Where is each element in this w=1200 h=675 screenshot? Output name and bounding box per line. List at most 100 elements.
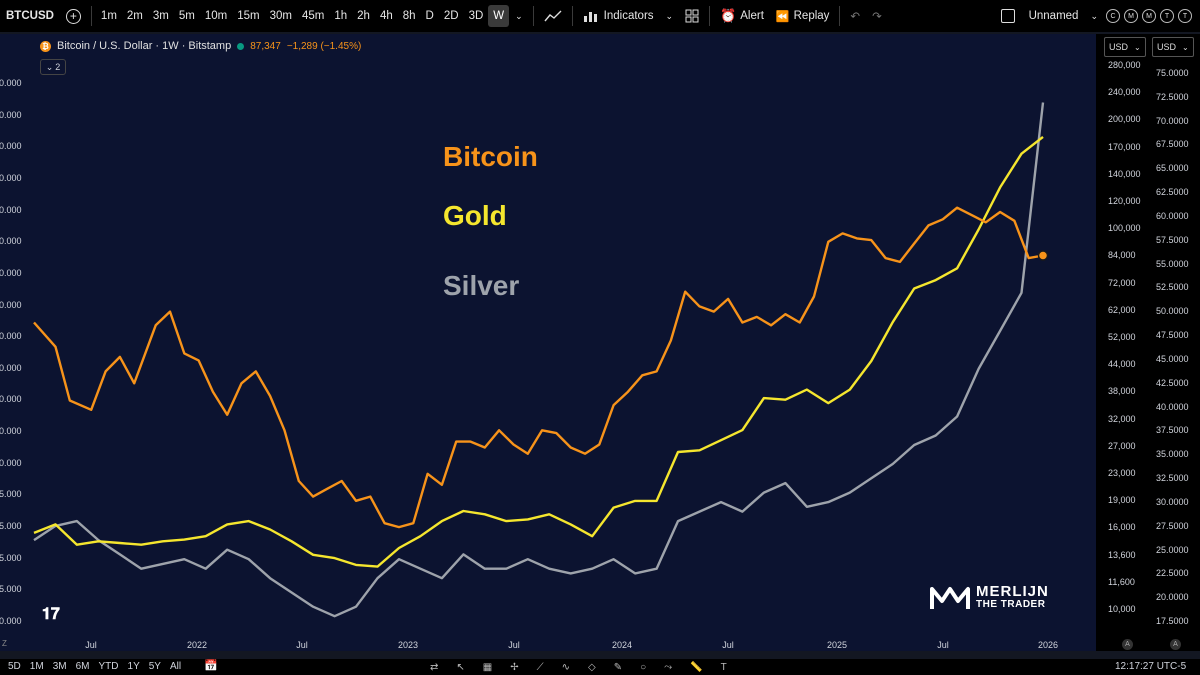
timeframe-10m[interactable]: 10m [204,10,228,22]
calendar-icon[interactable]: 📅 [204,660,218,672]
chevron-down-icon: ⌄ [1182,42,1189,52]
legend-title: Bitcoin / U.S. Dollar · 1W · Bitstamp [57,40,232,52]
indicators-button[interactable]: Indicators [577,0,660,32]
timeframe-45m[interactable]: 45m [301,10,325,22]
timeframe-w[interactable]: W [488,5,510,27]
plus-circle-icon: + [65,8,81,24]
price-axis-btc[interactable] [1096,34,1146,651]
metal-axis-tick: 75.0000 [1156,68,1189,78]
range-5y[interactable]: 5Y [148,661,161,672]
layout-button[interactable]: Unnamed [995,0,1085,32]
price-axis-metal[interactable] [1146,34,1200,651]
brush-icon[interactable]: ✎ [613,662,623,673]
curve-icon[interactable]: ∿ [561,662,571,673]
redo-button[interactable]: ↷ [866,0,888,32]
range-3m[interactable]: 3M [52,661,67,672]
layout-dropdown[interactable]: ⌄ [1084,0,1104,32]
time-axis-tick: Jul [937,640,949,650]
undo-button[interactable]: ↶ [844,0,866,32]
legend-change: −1,289 (−1.45%) [286,40,362,52]
btc-axis-tick: 38,000 [1108,386,1136,397]
redo-icon: ↷ [872,11,882,23]
time-axis-tick: 2026 [1037,640,1059,650]
left-axis-tick: 00.000 [0,299,22,310]
metal-axis-tick: 42.5000 [1156,377,1189,388]
circle-icon[interactable]: ○ [640,662,647,673]
replay-button[interactable]: ⏪ Replay [770,0,836,32]
timeframe-30m[interactable]: 30m [269,10,292,22]
scale-a-icon-2[interactable]: A [1170,639,1181,650]
timeframe-4h[interactable]: 4h [379,10,393,22]
timeframe-d[interactable]: D [425,10,434,22]
timeframe-2h[interactable]: 2h [357,10,370,22]
range-all[interactable]: All [169,661,182,672]
left-axis-tick: 00.000 [0,362,22,373]
btc-axis-tick: 240,000 [1108,87,1141,98]
timeframe-3m[interactable]: 3m [152,10,169,22]
metal-axis-tick: 47.5000 [1156,330,1189,341]
metal-axis-tick: 50.0000 [1156,306,1189,317]
account-circle-2[interactable]: M [1142,9,1156,23]
legend-price: 87,347 [250,40,281,52]
timeframe-5m[interactable]: 5m [178,10,195,22]
cursor-icon[interactable]: ↖ [456,662,465,673]
left-axis-tick: 85.000 [0,584,22,595]
currency-selector-1[interactable]: USD ⌄ [1104,37,1146,57]
path-icon[interactable]: ⤳ [664,662,673,673]
arrows-icon[interactable]: ⇄ [430,662,439,673]
symbol-search[interactable]: BTCUSD [0,0,60,32]
chart-type-button[interactable] [538,0,568,32]
chevron-down-icon: ⌄ [665,10,674,21]
timeframe-3d[interactable]: 3D [468,10,484,22]
metal-axis-tick: 52.5000 [1156,282,1189,293]
series-legend[interactable]: ₿ Bitcoin / U.S. Dollar · 1W · Bitstamp … [40,40,361,52]
ruler-icon[interactable]: 📏 [690,662,703,673]
left-axis-tick: 90.000 [0,426,22,437]
timeframe-15m[interactable]: 15m [237,10,260,22]
timeframe-1h[interactable]: 1h [334,10,348,22]
grid-tool-icon[interactable]: ▦ [482,662,493,673]
range-5d[interactable]: 5D [8,661,21,672]
symbol-label: BTCUSD [6,10,54,22]
timeframe-1m[interactable]: 1m [100,10,117,22]
btc-axis-tick: 52,000 [1108,332,1136,342]
compare-add-button[interactable]: + [60,0,87,32]
metal-axis-tick: 62.5000 [1156,187,1189,198]
timeframe-2d[interactable]: 2D [443,10,459,22]
tradingview-logo[interactable]: 𝟏𝟕 [42,606,60,624]
brand-line1: MERLIJN [976,583,1049,600]
templates-button[interactable] [679,0,705,32]
range-1y[interactable]: 1Y [127,661,140,672]
btc-axis-tick: 32,000 [1108,413,1136,424]
account-circle-1[interactable]: M [1124,9,1138,23]
timeframe-8h[interactable]: 8h [402,10,416,22]
chart-plot-area[interactable] [0,34,1096,651]
time-axis-tick: Jul [85,640,97,650]
timeframe-group: 1m 2m 3m 5m 10m 15m 30m 45m 1h 2h 4h 8h D 2D 3D W [96,5,510,27]
chevron-down-icon: ⌄ [1134,42,1141,52]
chevron-down-icon: ⌄ [45,61,54,72]
btc-axis-tick: 280,000 [1108,60,1141,70]
trend-icon[interactable]: ⟋ [536,662,544,673]
indicators-dropdown[interactable]: ⌄ [660,0,680,32]
btc-axis-tick: 84,000 [1108,250,1136,261]
scale-a-icon[interactable]: A [1122,639,1133,650]
timeframe-dropdown[interactable]: ⌄ [509,0,529,32]
range-6m[interactable]: 6M [75,661,90,672]
account-circle-0[interactable]: C [1106,9,1120,23]
node-icon[interactable]: ✢ [510,662,519,673]
btc-axis-tick: 13,600 [1108,549,1136,560]
time-axis-tick: Jul [296,640,308,650]
account-circle-4[interactable]: T [1178,9,1192,23]
alert-button[interactable]: ⏰ Alert [714,0,770,32]
account-circle-3[interactable]: T [1160,9,1174,23]
zoom-z-icon[interactable]: Z [2,639,7,648]
range-1m[interactable]: 1M [29,661,44,672]
rewind-icon: ⏪ [775,10,790,23]
legend-collapse-toggle[interactable]: ⌄ 2 [40,59,66,75]
currency-selector-2[interactable]: USD ⌄ [1152,37,1194,57]
shape-icon[interactable]: ◇ [588,662,596,673]
text-icon[interactable]: T [720,662,727,673]
range-ytd[interactable]: YTD [98,661,119,672]
timeframe-2m[interactable]: 2m [126,10,143,22]
